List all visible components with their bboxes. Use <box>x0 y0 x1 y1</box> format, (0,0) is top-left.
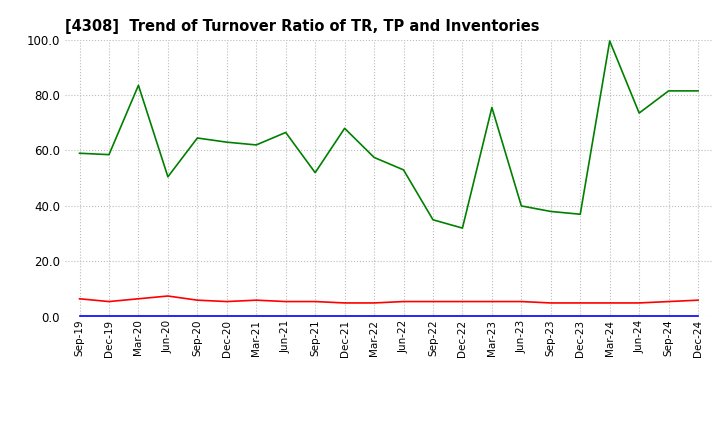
Inventories <box>576 212 585 217</box>
Trade Receivables <box>576 300 585 305</box>
Trade Payables <box>694 313 703 319</box>
Inventories <box>75 150 84 156</box>
Trade Payables <box>252 313 261 319</box>
Inventories <box>193 136 202 141</box>
Trade Receivables <box>694 297 703 303</box>
Inventories <box>104 152 113 157</box>
Trade Payables <box>75 313 84 319</box>
Trade Receivables <box>134 296 143 301</box>
Trade Payables <box>576 313 585 319</box>
Inventories <box>635 110 644 116</box>
Trade Payables <box>311 313 320 319</box>
Inventories <box>665 88 673 94</box>
Trade Payables <box>341 313 349 319</box>
Trade Payables <box>282 313 290 319</box>
Trade Receivables <box>546 300 555 305</box>
Trade Payables <box>222 313 231 319</box>
Trade Receivables <box>428 299 437 304</box>
Trade Payables <box>487 313 496 319</box>
Inventories <box>606 38 614 44</box>
Inventories <box>428 217 437 222</box>
Trade Receivables <box>370 300 379 305</box>
Trade Receivables <box>193 297 202 303</box>
Inventories <box>311 170 320 175</box>
Line: Trade Receivables: Trade Receivables <box>79 296 698 303</box>
Trade Payables <box>428 313 437 319</box>
Inventories <box>517 203 526 209</box>
Trade Receivables <box>665 299 673 304</box>
Inventories <box>222 139 231 145</box>
Inventories <box>546 209 555 214</box>
Inventories <box>134 83 143 88</box>
Trade Payables <box>517 313 526 319</box>
Trade Receivables <box>311 299 320 304</box>
Inventories <box>341 126 349 131</box>
Trade Receivables <box>222 299 231 304</box>
Trade Payables <box>163 313 172 319</box>
Inventories <box>458 225 467 231</box>
Trade Receivables <box>487 299 496 304</box>
Text: [4308]  Trend of Turnover Ratio of TR, TP and Inventories: [4308] Trend of Turnover Ratio of TR, TP… <box>65 19 539 34</box>
Trade Payables <box>193 313 202 319</box>
Trade Receivables <box>635 300 644 305</box>
Trade Payables <box>458 313 467 319</box>
Trade Payables <box>635 313 644 319</box>
Trade Receivables <box>163 293 172 299</box>
Inventories <box>282 130 290 135</box>
Trade Payables <box>665 313 673 319</box>
Trade Payables <box>134 313 143 319</box>
Inventories <box>694 88 703 94</box>
Trade Receivables <box>75 296 84 301</box>
Inventories <box>370 155 379 160</box>
Trade Payables <box>606 313 614 319</box>
Trade Payables <box>546 313 555 319</box>
Trade Receivables <box>606 300 614 305</box>
Trade Payables <box>399 313 408 319</box>
Trade Payables <box>370 313 379 319</box>
Trade Receivables <box>282 299 290 304</box>
Inventories <box>487 105 496 110</box>
Trade Receivables <box>458 299 467 304</box>
Trade Receivables <box>252 297 261 303</box>
Inventories <box>399 167 408 172</box>
Line: Inventories: Inventories <box>79 41 698 228</box>
Trade Receivables <box>399 299 408 304</box>
Trade Payables <box>104 313 113 319</box>
Trade Receivables <box>104 299 113 304</box>
Trade Receivables <box>341 300 349 305</box>
Trade Receivables <box>517 299 526 304</box>
Inventories <box>252 142 261 147</box>
Inventories <box>163 174 172 180</box>
